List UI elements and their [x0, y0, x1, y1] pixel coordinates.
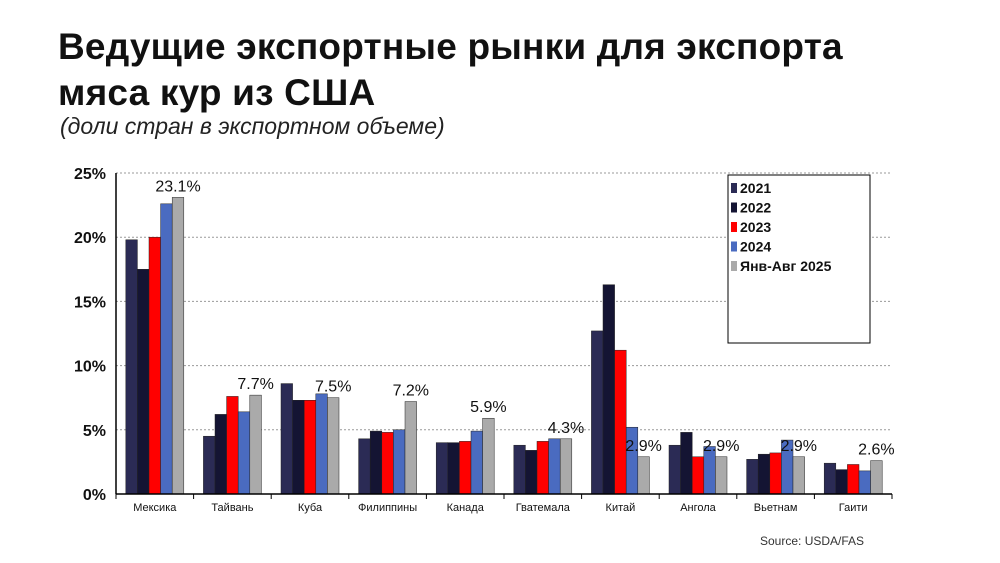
- bar: [470, 430, 483, 495]
- legend-swatch: [731, 202, 737, 213]
- y-tick-label: 5%: [83, 423, 106, 440]
- legend-entry[interactable]: 2024: [740, 239, 771, 255]
- source-note: Source: USDA/FAS: [760, 534, 865, 548]
- bar: [614, 349, 627, 495]
- y-tick-label: 25%: [74, 166, 106, 183]
- page-title: Ведущие экспортные рынки для экспорта мя…: [58, 24, 978, 116]
- bar: [823, 462, 837, 495]
- bar: [459, 441, 472, 495]
- legend-entry[interactable]: Янв-Авг 2025: [740, 258, 832, 274]
- bar: [327, 397, 340, 495]
- data-label: 5.9%: [470, 399, 506, 416]
- bar: [393, 429, 406, 495]
- bar: [249, 394, 262, 495]
- bar: [525, 450, 538, 495]
- bar: [536, 441, 549, 495]
- x-tick-label: Ангола: [680, 502, 716, 514]
- bar: [148, 236, 161, 495]
- bar: [835, 469, 848, 495]
- bar: [559, 438, 573, 495]
- legend-swatch: [731, 222, 737, 232]
- bar: [171, 197, 185, 495]
- x-tick-label: Гаити: [839, 502, 868, 514]
- page-subtitle: (доли стран в экспортном объеме): [60, 113, 445, 139]
- x-tick-label: Мексика: [133, 502, 177, 514]
- data-label: 7.5%: [315, 379, 351, 396]
- title-line-1: Ведущие экспортные рынки для экспорта: [58, 26, 843, 67]
- bar: [757, 453, 771, 495]
- bar: [858, 470, 871, 495]
- legend-entry[interactable]: 2021: [740, 180, 771, 196]
- data-labels: 23.1% 7.7% 7.5% 7.2% 5.9% 4.3% 2.9% 2.9% 2.9% 2.6…: [155, 178, 894, 458]
- bar: [214, 414, 227, 495]
- bar: [680, 432, 693, 495]
- data-label: 2.9%: [781, 438, 817, 455]
- bar: [792, 456, 805, 495]
- x-tick-label: Гватемала: [516, 502, 571, 514]
- bar: [637, 456, 650, 495]
- legend-box: [727, 174, 871, 344]
- tick-labels: 0% 5% 10% 15% 20% 25% Мексика Тайвань Куба Филипп…: [74, 166, 868, 514]
- data-label: 7.2%: [393, 383, 429, 400]
- legend-swatch: [731, 183, 737, 193]
- x-tick-label: Тайвань: [211, 502, 253, 514]
- bar: [137, 269, 150, 495]
- data-label: 4.3%: [548, 420, 584, 437]
- bar: [668, 444, 681, 495]
- bar: [482, 417, 495, 495]
- legend-entry[interactable]: 2022: [740, 200, 771, 216]
- bar: [358, 438, 371, 495]
- bar: [691, 456, 705, 495]
- x-tick-label: Канада: [447, 502, 485, 514]
- x-tick-label: Китай: [606, 502, 636, 514]
- bar: [847, 464, 860, 495]
- bar: [226, 396, 239, 495]
- y-tick-label: 10%: [74, 359, 106, 376]
- bar: [746, 459, 759, 495]
- bar: [548, 438, 561, 495]
- bar: [237, 411, 251, 495]
- bar: [870, 460, 883, 495]
- data-label: 23.1%: [155, 178, 200, 195]
- legend-swatch: [731, 241, 737, 252]
- bar: [303, 400, 317, 495]
- bar: [203, 435, 216, 495]
- legend-swatch: [731, 261, 737, 271]
- bar: [435, 442, 449, 495]
- bars: [125, 197, 883, 495]
- x-tick-label: Филиппины: [358, 502, 417, 514]
- data-label: 2.9%: [703, 438, 739, 455]
- data-label: 2.6%: [858, 442, 894, 459]
- x-tick-label: Вьетнам: [754, 502, 798, 514]
- data-label: 2.9%: [625, 438, 661, 455]
- bar: [602, 284, 615, 495]
- bar: [715, 456, 728, 495]
- data-label: 7.7%: [237, 376, 273, 393]
- bar: [315, 393, 328, 495]
- bar: [369, 430, 383, 495]
- bar: [513, 444, 526, 495]
- bar: [591, 330, 604, 495]
- y-tick-label: 15%: [74, 294, 106, 311]
- bar: [280, 383, 293, 495]
- y-tick-label: 20%: [74, 230, 106, 247]
- legend[interactable]: 2021 2022 2023 2024 Янв-Авг 2025: [727, 174, 871, 344]
- x-tick-label: Куба: [298, 502, 323, 514]
- bar: [447, 442, 460, 495]
- title-line-2: мяса кур из США: [58, 72, 376, 113]
- y-tick-label: 0%: [83, 487, 106, 504]
- legend-entry[interactable]: 2023: [740, 219, 771, 235]
- axes: [115, 173, 893, 499]
- bar: [769, 452, 782, 495]
- bar: [160, 203, 173, 495]
- bar: [292, 400, 305, 495]
- bar: [125, 239, 138, 495]
- bar: [404, 401, 417, 495]
- bar: [381, 432, 394, 495]
